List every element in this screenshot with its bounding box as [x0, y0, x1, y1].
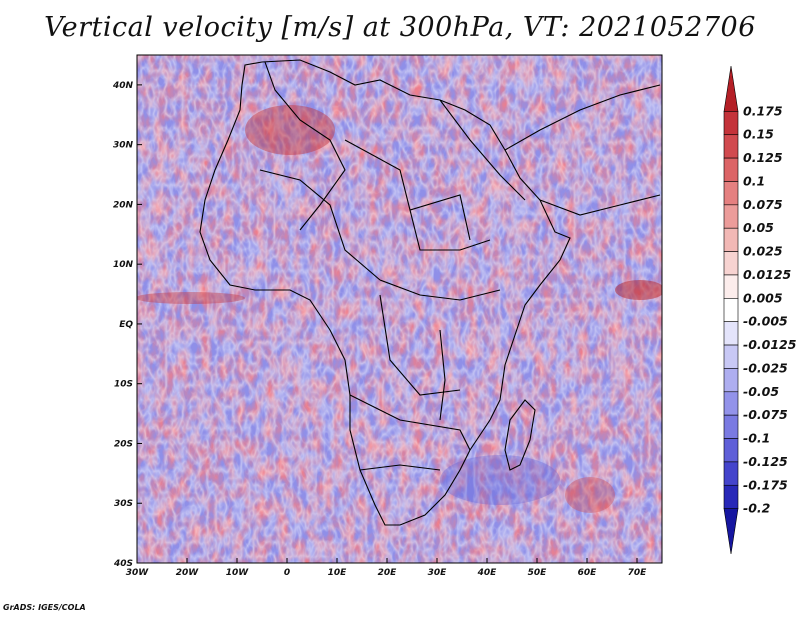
lon-tick-label: 30E: [428, 568, 448, 578]
lon-tick-label: 50E: [528, 568, 548, 578]
colorbar-label: 0.05: [743, 220, 774, 235]
colorbar-swatch: [723, 484, 739, 509]
grads-credit: GrADS: IGES/COLA: [3, 603, 86, 612]
map-border: [136, 54, 663, 564]
colorbar-swatch: [723, 274, 739, 299]
colorbar-swatch: [723, 181, 739, 206]
lon-tick-label: 20W: [176, 568, 200, 578]
lat-tick-label: 10N: [113, 260, 134, 270]
colorbar-label: -0.025: [743, 360, 788, 375]
lon-tick-label: 60E: [578, 568, 598, 578]
colorbar-label: 0.1: [743, 173, 765, 188]
latitude-axis: 40N 30N 20N 10N EQ 10S 20S 30S 40S: [112, 81, 142, 569]
colorbar-swatch: [723, 157, 739, 182]
colorbar-label: -0.0125: [743, 337, 797, 352]
colorbar-label: -0.075: [743, 407, 788, 422]
lon-tick-label: 20E: [378, 568, 398, 578]
colorbar-swatch: [723, 508, 739, 555]
colorbar-swatch: [723, 414, 739, 439]
colorbar-label: 0.005: [743, 290, 783, 305]
lat-tick-label: 40S: [113, 559, 133, 569]
colorbar-label: 0.025: [743, 244, 783, 259]
colorbar-swatch: [723, 227, 739, 252]
velocity-field: [137, 55, 662, 563]
lat-tick-label: 30S: [114, 499, 133, 509]
colorbar-swatch: [723, 344, 739, 369]
lon-tick-label: 30W: [126, 568, 150, 578]
colorbar: 0.175 0.15 0.125 0.1 0.075 0.05 0.025 0.0125 0.0…: [723, 65, 797, 555]
colorbar-label: 0.075: [743, 197, 783, 212]
colorbar-swatch: [723, 438, 739, 463]
lon-tick-label: 0: [284, 568, 290, 578]
longitude-axis: 30W 20W 10W 0 10E 20E 30E 40E 50E 60E 70E: [126, 558, 647, 578]
colorbar-swatch: [723, 65, 739, 112]
colorbar-label: 0.175: [743, 103, 783, 118]
colorbar-label: -0.175: [743, 477, 788, 492]
colorbar-label: -0.125: [743, 454, 788, 469]
lat-tick-label: EQ: [119, 320, 133, 330]
lon-tick-label: 40E: [477, 568, 498, 578]
lat-tick-label: 40N: [112, 81, 134, 91]
colorbar-label: -0.1: [743, 431, 770, 446]
colorbar-label: -0.005: [743, 314, 788, 329]
coastlines-and-borders: [199, 59, 661, 526]
colorbar-label: 0.15: [743, 127, 774, 142]
colorbar-swatch: [723, 298, 739, 322]
colorbar-swatch: [723, 111, 739, 136]
colorbar-swatch: [723, 461, 739, 486]
colorbar-label: 0.0125: [743, 267, 792, 282]
lat-tick-label: 10S: [114, 380, 133, 390]
colorbar-label: -0.2: [743, 501, 770, 516]
lat-tick-label: 20S: [114, 439, 133, 449]
lat-tick-label: 20N: [113, 200, 134, 210]
lon-tick-label: 10E: [328, 568, 348, 578]
lon-tick-label: 70E: [628, 568, 648, 578]
lat-tick-label: 30N: [113, 141, 134, 151]
chart-title: Vertical velocity [m/s] at 300hPa, VT: 2…: [44, 12, 756, 43]
lon-tick-label: 10W: [226, 568, 250, 578]
colorbar-swatch: [723, 321, 739, 346]
colorbar-swatch: [723, 134, 739, 159]
colorbar-swatch: [723, 391, 739, 416]
colorbar-swatch: [723, 251, 739, 276]
colorbar-label: -0.05: [743, 384, 779, 399]
colorbar-swatch: [723, 368, 739, 393]
colorbar-swatch: [723, 204, 739, 229]
colorbar-label: 0.125: [743, 150, 783, 165]
